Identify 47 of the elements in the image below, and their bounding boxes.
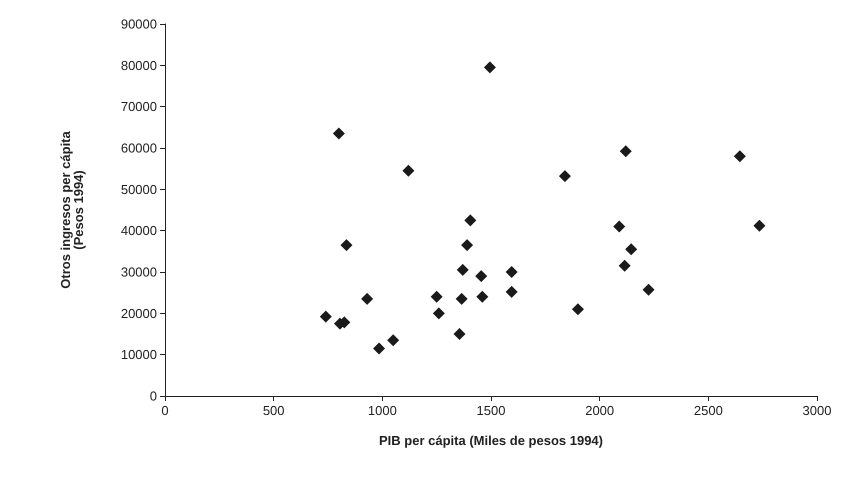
point (453, 328, 466, 340)
y-tick-label: 80000 (120, 58, 157, 73)
point (506, 266, 518, 278)
point (373, 342, 386, 354)
y-tick-label: 20000 (120, 306, 157, 321)
point (506, 286, 518, 298)
y-axis-title: Otros ingresos per cápita (Pesos 1994) (58, 130, 86, 289)
point (340, 239, 352, 252)
point (456, 292, 468, 305)
y-tick-label: 10000 (120, 347, 157, 362)
point (320, 310, 332, 323)
point (402, 164, 414, 177)
point (387, 334, 400, 346)
x-tick-label: 500 (262, 403, 285, 418)
y-tick-label: 60000 (120, 140, 157, 156)
y-tick-label: 40000 (120, 223, 157, 238)
point (625, 243, 638, 256)
y-tick-label: 0 (150, 388, 157, 404)
point (456, 264, 469, 276)
point (332, 128, 345, 140)
x-axis-title: PIB per cápita (Miles de pesos 1994) (379, 433, 603, 448)
point (464, 214, 476, 226)
point (753, 220, 766, 232)
point (558, 170, 571, 182)
y-tick-label: 30000 (120, 264, 157, 280)
x-tick-label: 3000 (802, 403, 832, 418)
point (361, 292, 374, 305)
x-tick-label: 1000 (368, 403, 397, 418)
point (430, 290, 443, 303)
y-tick-label: 70000 (120, 99, 157, 114)
y-tick-label: 50000 (120, 182, 157, 197)
x-tick-label: 2500 (694, 403, 723, 418)
y-tick-label: 90000 (120, 16, 157, 32)
point (484, 61, 496, 74)
x-tick-label: 1500 (476, 403, 506, 418)
point (476, 290, 488, 303)
point (432, 307, 445, 320)
point (613, 220, 626, 233)
point (734, 150, 746, 162)
point (642, 284, 655, 296)
point (475, 270, 488, 282)
point (572, 303, 584, 316)
point (618, 260, 631, 272)
x-tick-label: 0 (161, 403, 169, 418)
point (620, 145, 632, 158)
x-tick-label: 2000 (585, 403, 614, 418)
point (461, 239, 474, 252)
